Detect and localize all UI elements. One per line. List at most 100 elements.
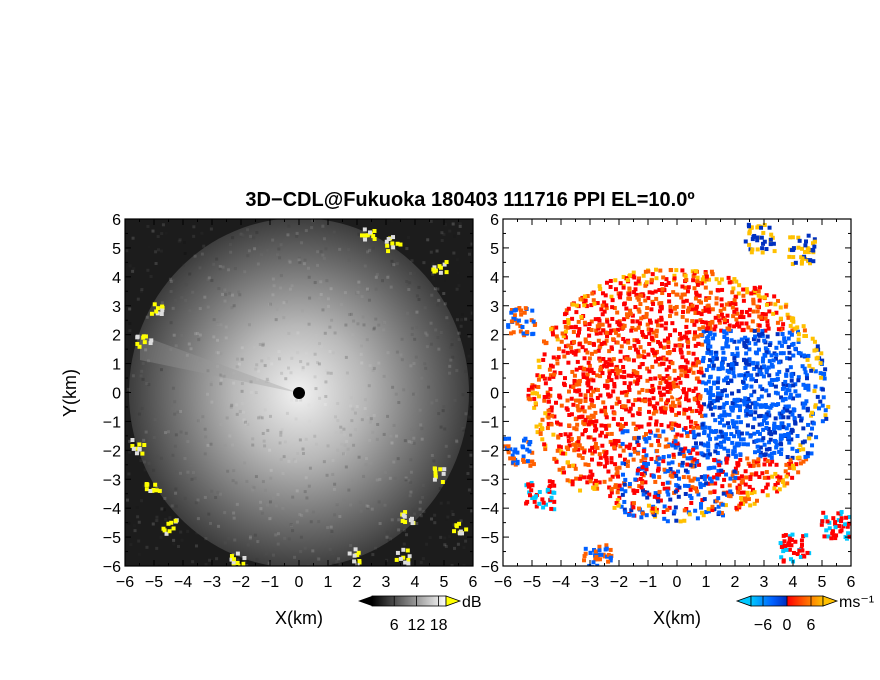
velocity-cell <box>617 495 622 500</box>
velocity-cell <box>599 552 604 557</box>
velocity-cell <box>723 436 728 441</box>
velocity-cell <box>722 388 727 393</box>
velocity-cell <box>577 443 582 448</box>
velocity-cell <box>774 443 779 448</box>
velocity-cell <box>789 461 794 466</box>
velocity-cell <box>651 330 656 335</box>
velocity-cell <box>723 413 728 418</box>
velocity-cell <box>621 285 626 290</box>
velocity-cell <box>724 393 729 398</box>
speckle-cell <box>349 544 353 548</box>
velocity-cell <box>744 339 749 344</box>
velocity-cell <box>757 474 762 479</box>
velocity-cell <box>651 396 656 401</box>
velocity-cell <box>751 337 756 342</box>
velocity-cell <box>637 281 642 286</box>
speckle-cell <box>228 291 232 295</box>
speckle-cell <box>128 329 132 333</box>
velocity-cell <box>733 295 738 300</box>
velocity-cell <box>808 261 813 266</box>
velocity-cell <box>642 355 647 360</box>
speckle-cell <box>219 352 223 356</box>
velocity-cell <box>773 302 778 307</box>
velocity-cell <box>577 330 582 335</box>
velocity-cell <box>706 448 711 453</box>
velocity-cell <box>747 307 752 312</box>
velocity-cell <box>646 269 651 274</box>
velocity-cell <box>680 292 685 297</box>
velocity-cell <box>726 362 731 367</box>
speckle-cell <box>451 222 455 226</box>
velocity-cell <box>708 330 713 335</box>
velocity-cell <box>756 463 761 468</box>
speckle-cell <box>142 438 146 442</box>
speckle-cell <box>374 287 378 291</box>
speckle-cell <box>363 264 367 268</box>
velocity-cell <box>550 332 555 337</box>
velocity-cell <box>555 337 560 342</box>
velocity-cell <box>609 294 614 299</box>
speckle-cell <box>395 350 399 354</box>
velocity-cell <box>605 319 610 324</box>
velocity-cell <box>845 524 850 529</box>
velocity-cell <box>716 367 721 372</box>
velocity-cell <box>530 308 535 313</box>
velocity-cell <box>700 498 705 503</box>
velocity-cell <box>710 272 715 277</box>
velocity-cell <box>661 459 666 464</box>
velocity-cell <box>821 372 826 377</box>
velocity-cell <box>603 454 608 459</box>
velocity-cell <box>814 347 819 352</box>
speckle-cell <box>264 488 268 492</box>
speckle-cell <box>342 427 346 431</box>
velocity-cell <box>726 275 731 280</box>
speckle-cell <box>357 285 361 289</box>
speckle-cell <box>366 250 370 254</box>
speckle-cell <box>339 425 343 429</box>
velocity-cell <box>796 337 801 342</box>
velocity-cell <box>737 404 742 409</box>
velocity-cell <box>780 332 785 337</box>
speckle-cell <box>223 288 227 292</box>
velocity-cell <box>635 295 640 300</box>
velocity-cell <box>625 459 630 464</box>
right-echo-layer <box>503 222 851 566</box>
velocity-cell <box>713 428 718 433</box>
speckle-cell <box>177 239 181 243</box>
velocity-cell <box>540 417 545 422</box>
speckle-cell <box>241 233 245 237</box>
velocity-cell <box>608 278 613 283</box>
speckle-cell <box>390 237 394 241</box>
velocity-cell <box>759 413 764 418</box>
speckle-cell <box>283 440 287 444</box>
velocity-cell <box>680 460 685 465</box>
velocity-cell <box>692 322 697 327</box>
speckle-cell <box>347 248 351 252</box>
velocity-cell <box>545 487 550 492</box>
velocity-cell <box>706 390 711 395</box>
velocity-cell <box>839 516 844 521</box>
velocity-cell <box>719 364 724 369</box>
speckle-cell <box>230 545 234 549</box>
velocity-cell <box>555 361 560 366</box>
velocity-cell <box>773 483 778 488</box>
velocity-cell <box>713 315 718 320</box>
speckle-cell <box>270 516 274 520</box>
velocity-cell <box>654 276 659 281</box>
velocity-cell <box>735 353 740 358</box>
velocity-cell <box>635 424 640 429</box>
speckle-cell <box>194 332 198 336</box>
speckle-cell <box>409 364 413 368</box>
velocity-cell <box>644 467 649 472</box>
velocity-cell <box>752 366 757 371</box>
velocity-cell <box>755 372 760 377</box>
high-echo-cell <box>432 477 437 482</box>
velocity-cell <box>756 397 761 402</box>
velocity-cell <box>777 487 782 492</box>
velocity-cell <box>619 344 624 349</box>
velocity-cell <box>694 304 699 309</box>
velocity-cell <box>640 332 645 337</box>
velocity-cell <box>673 445 678 450</box>
velocity-cell <box>717 318 722 323</box>
speckle-cell <box>324 247 328 251</box>
